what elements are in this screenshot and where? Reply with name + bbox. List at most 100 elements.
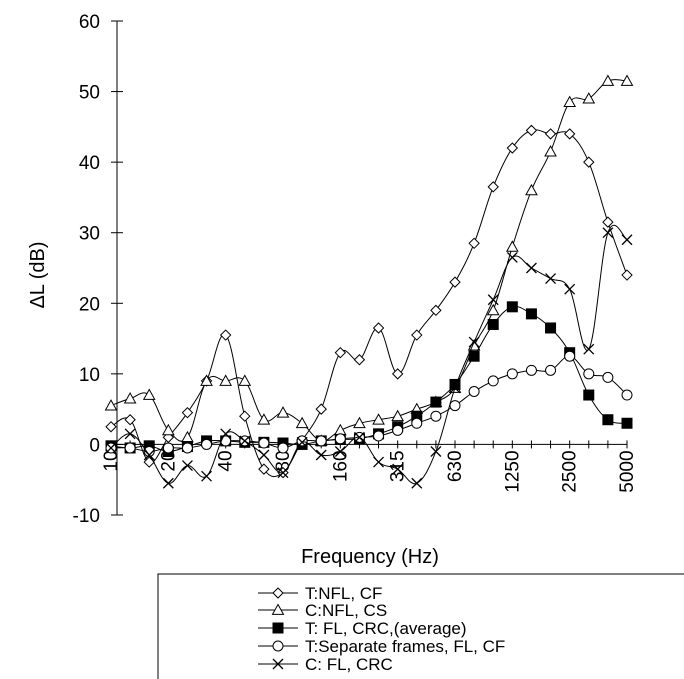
x-tick-label: 1250	[502, 450, 523, 492]
series-5-point	[373, 456, 385, 468]
series-1-point	[449, 276, 461, 288]
series-5-point	[220, 428, 232, 440]
legend-marker	[272, 658, 284, 670]
series-5-point	[296, 436, 308, 448]
series-5-point	[334, 446, 346, 457]
series-5-point	[545, 273, 557, 285]
legend-item: T:Separate frames, FL, CF	[258, 637, 505, 656]
series-5-point	[602, 227, 614, 239]
legend: T:NFL, CFC:NFL, CST: FL, CRC,(average)T:…	[157, 573, 684, 679]
y-tick-label: 20	[79, 294, 100, 315]
series-5-point	[277, 467, 289, 479]
series-2-point	[486, 303, 500, 316]
series-3-point	[487, 318, 499, 330]
series-2-point	[601, 74, 615, 86]
series-4-point	[124, 442, 136, 454]
series-2-point	[104, 399, 118, 411]
series-5-point	[162, 477, 174, 489]
series-2-point	[161, 423, 175, 436]
series-5-point	[315, 449, 327, 461]
series-3-point	[506, 301, 518, 313]
series-3-point	[525, 308, 537, 320]
legend-label: T:Separate frames, FL, CF	[305, 637, 505, 656]
series-2-point	[276, 406, 290, 418]
series-4-point	[449, 400, 461, 412]
series-3-point	[602, 414, 614, 426]
series-2	[104, 74, 634, 446]
series-1-point	[430, 304, 442, 317]
series-4-point	[392, 424, 404, 436]
y-tick-label: 10	[79, 365, 100, 386]
series-3-point	[545, 322, 557, 334]
series-5	[105, 224, 633, 489]
series-5-point	[506, 251, 518, 263]
y-tick-label: 60	[79, 12, 100, 33]
series-2-point	[391, 409, 405, 422]
series-4-point	[181, 442, 193, 454]
series-1-point	[411, 329, 423, 341]
series-5-point	[564, 283, 576, 295]
legend-marker	[272, 587, 284, 599]
series-4-line	[110, 355, 628, 452]
series-2-point	[123, 392, 137, 404]
x-tick-label: 2500	[560, 450, 581, 492]
series-1-point	[391, 368, 404, 380]
series-4-point	[258, 437, 270, 449]
series-2-point	[238, 374, 252, 386]
series-1-point	[105, 421, 117, 433]
series-4-point	[621, 389, 633, 401]
series-5-point	[583, 343, 595, 355]
series-5-point	[487, 294, 499, 306]
series-1-point	[563, 128, 576, 140]
series-5-point	[468, 336, 480, 348]
x-tick-label: 5000	[617, 450, 638, 492]
series-5-point	[181, 460, 193, 472]
series-2-point	[295, 416, 309, 429]
series-5-point	[621, 234, 633, 246]
series-4-point	[162, 442, 174, 454]
series-1-point	[506, 142, 519, 154]
legend-item: T:NFL, CF	[258, 584, 382, 603]
series-2-point	[620, 74, 634, 86]
series-2-point	[372, 413, 385, 425]
series-1	[105, 124, 633, 479]
legend-label: T:NFL, CF	[305, 584, 382, 603]
legend-marker	[272, 622, 284, 634]
y-axis-title: ΔL (dB)	[27, 241, 49, 308]
series-4-point	[143, 445, 155, 457]
series-4-point	[334, 433, 346, 445]
series-2-point	[582, 92, 596, 104]
series-4-point	[564, 350, 576, 362]
series-2-point	[142, 388, 156, 400]
series-2-point	[563, 95, 577, 108]
series-2-point	[257, 413, 271, 425]
series-2-point	[544, 145, 557, 157]
series-2-point	[333, 423, 347, 436]
series-2-point	[353, 416, 366, 429]
series-1-point	[544, 128, 557, 140]
series-3-point	[468, 350, 480, 362]
x-tick-label: 40	[216, 450, 237, 471]
x-axis-title: Frequency (Hz)	[301, 546, 439, 568]
series-4-point	[525, 364, 537, 376]
legend-marker	[272, 640, 284, 652]
series-2-line	[110, 79, 628, 442]
x-tick-label: 10	[101, 450, 122, 471]
series-2-point	[200, 374, 213, 386]
series-3-point	[430, 396, 442, 408]
series-2-point	[525, 183, 538, 196]
series-1-point	[468, 237, 480, 250]
series-5-point	[392, 463, 404, 475]
series-5-point	[353, 431, 365, 443]
series-5-point	[430, 446, 442, 457]
x-tick-label: 160	[330, 450, 351, 482]
series-1-point	[181, 406, 194, 419]
legend-item: C: FL, CRC	[258, 655, 393, 674]
series-5-point	[124, 428, 136, 440]
legend-box	[157, 573, 684, 679]
series-1-point	[124, 414, 136, 426]
series-4-point	[430, 410, 442, 422]
series-5-point	[143, 449, 155, 461]
series-5-point	[105, 442, 117, 454]
